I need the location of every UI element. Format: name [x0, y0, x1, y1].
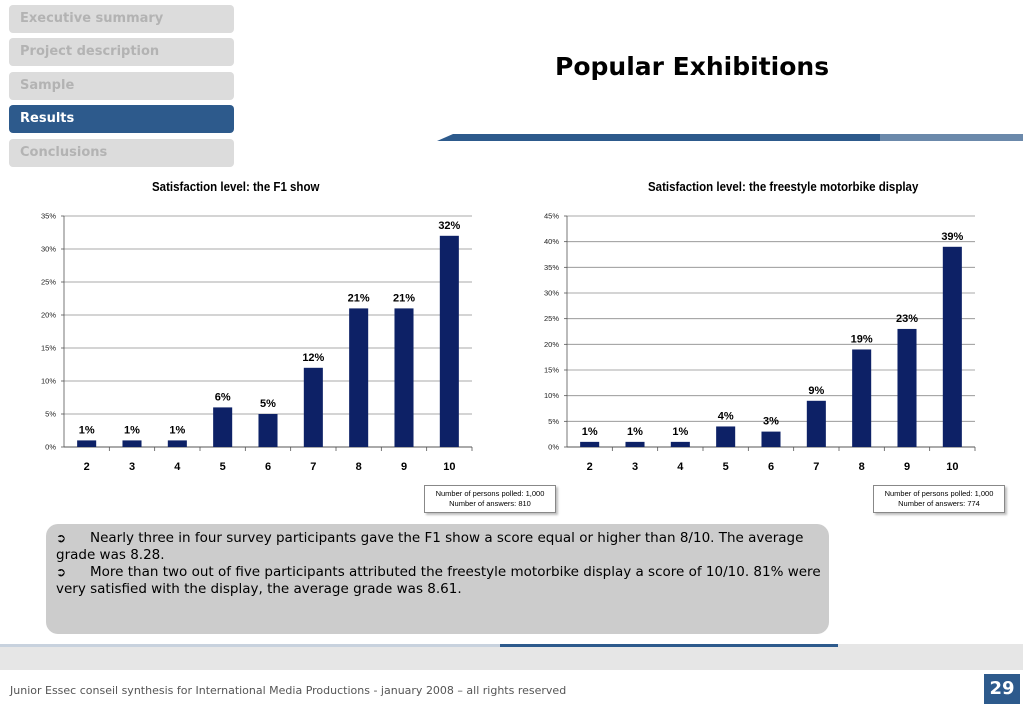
note-polled: Number of persons polled: 1,000	[435, 489, 545, 498]
x-tick-label-4: 4	[677, 461, 684, 473]
summary-bullet: ➲ More than two out of five participants …	[56, 564, 821, 598]
y-tick-label: 20%	[41, 311, 56, 320]
y-tick-label: 30%	[41, 245, 56, 254]
nav-item-sample[interactable]: Sample	[9, 72, 234, 100]
summary-bullet: ➲ Nearly three in four survey participant…	[56, 530, 821, 564]
sample-note-motorbike: Number of persons polled: 1,000 Number o…	[873, 485, 1005, 513]
bar-5	[213, 407, 233, 447]
header-band	[437, 134, 1023, 141]
data-label-3: 1%	[627, 426, 643, 438]
nav-item-executive-summary[interactable]: Executive summary	[9, 5, 234, 33]
summary-text: More than two out of five participants a…	[56, 564, 821, 597]
data-label-4: 1%	[672, 426, 688, 438]
chart-f1-satisfaction: 0%5%10%15%20%25%30%35%1%21%31%46%55%612%…	[41, 212, 473, 473]
summary-text: Nearly three in four survey participants…	[56, 530, 804, 563]
page-title: Popular Exhibitions	[555, 52, 830, 81]
bar-3	[122, 440, 142, 447]
data-label-3: 1%	[124, 424, 140, 436]
x-tick-label-6: 6	[265, 461, 271, 473]
x-tick-label-3: 3	[632, 461, 638, 473]
y-tick-label: 15%	[544, 366, 559, 375]
y-tick-label: 0%	[45, 443, 56, 452]
bar-7	[303, 367, 323, 447]
data-label-10: 32%	[438, 220, 460, 232]
bar-4	[670, 441, 690, 447]
footer-text: Junior Essec conseil synthesis for Inter…	[10, 684, 567, 697]
x-tick-label-3: 3	[129, 461, 135, 473]
y-tick-label: 45%	[544, 212, 559, 221]
x-tick-label-9: 9	[904, 461, 910, 473]
data-label-6: 3%	[763, 416, 779, 428]
data-label-9: 21%	[393, 292, 415, 304]
chart-title-f1: Satisfaction level: the F1 show	[152, 180, 320, 194]
y-tick-label: 30%	[544, 289, 559, 298]
x-tick-label-8: 8	[356, 461, 362, 473]
bar-10	[439, 235, 459, 447]
sample-note-f1: Number of persons polled: 1,000 Number o…	[424, 485, 556, 513]
x-tick-label-4: 4	[174, 461, 181, 473]
arrow-bullet-icon: ➲	[56, 565, 67, 579]
nav-item-results[interactable]: Results	[9, 105, 234, 133]
data-label-4: 1%	[169, 424, 185, 436]
x-tick-label-10: 10	[946, 461, 958, 473]
chart-title-motorbike: Satisfaction level: the freestyle motorb…	[648, 180, 919, 194]
y-tick-label: 5%	[548, 417, 559, 426]
data-label-10: 39%	[941, 231, 963, 243]
bar-9	[394, 308, 414, 447]
x-tick-label-7: 7	[813, 461, 819, 473]
data-label-7: 12%	[302, 352, 324, 364]
summary-box: ➲ Nearly three in four survey participant…	[46, 524, 829, 634]
note-answers: Number of answers: 810	[449, 499, 531, 508]
nav-item-project-description[interactable]: Project description	[9, 38, 234, 66]
note-polled: Number of persons polled: 1,000	[884, 489, 994, 498]
data-label-5: 6%	[215, 391, 231, 403]
y-tick-label: 5%	[45, 410, 56, 419]
y-tick-label: 40%	[544, 237, 559, 246]
data-label-2: 1%	[79, 424, 95, 436]
data-label-7: 9%	[808, 385, 824, 397]
nav-item-conclusions[interactable]: Conclusions	[9, 139, 234, 167]
x-tick-label-2: 2	[84, 461, 90, 473]
data-label-8: 21%	[348, 292, 370, 304]
bar-6	[761, 431, 781, 447]
data-label-8: 19%	[851, 333, 873, 345]
x-tick-label-10: 10	[443, 461, 455, 473]
x-tick-label-8: 8	[859, 461, 865, 473]
y-tick-label: 0%	[548, 443, 559, 452]
arrow-bullet-icon: ➲	[56, 531, 67, 545]
y-tick-label: 35%	[544, 263, 559, 272]
bar-10	[942, 246, 962, 447]
y-tick-label: 25%	[544, 314, 559, 323]
y-tick-label: 35%	[41, 212, 56, 221]
y-tick-label: 20%	[544, 340, 559, 349]
footer-band	[0, 644, 1023, 670]
page-number: 29	[984, 674, 1020, 704]
bar-4	[167, 440, 187, 447]
bar-8	[349, 308, 369, 447]
data-label-2: 1%	[582, 426, 598, 438]
note-answers: Number of answers: 774	[898, 499, 980, 508]
y-tick-label: 10%	[41, 377, 56, 386]
bar-2	[580, 441, 600, 447]
data-label-5: 4%	[718, 410, 734, 422]
y-tick-label: 10%	[544, 391, 559, 400]
x-tick-label-2: 2	[587, 461, 593, 473]
bar-5	[716, 426, 736, 447]
y-tick-label: 25%	[41, 278, 56, 287]
bar-2	[77, 440, 97, 447]
chart-motorbike-satisfaction: 0% 5% 10% 15% 20% 25% 30% 35% 40% 45% 1% 2 1% 3 1% 4 4% 5…	[544, 212, 976, 473]
x-tick-label-5: 5	[220, 461, 226, 473]
bar-7	[806, 400, 826, 447]
x-tick-label-9: 9	[401, 461, 407, 473]
bar-8	[852, 349, 872, 447]
bar-6	[258, 414, 278, 447]
data-label-9: 23%	[896, 313, 918, 325]
bar-3	[625, 441, 645, 447]
bar-9	[897, 328, 917, 447]
y-tick-label: 15%	[41, 344, 56, 353]
data-label-6: 5%	[260, 398, 276, 410]
x-tick-label-7: 7	[310, 461, 316, 473]
x-tick-label-5: 5	[723, 461, 729, 473]
x-tick-label-6: 6	[768, 461, 774, 473]
